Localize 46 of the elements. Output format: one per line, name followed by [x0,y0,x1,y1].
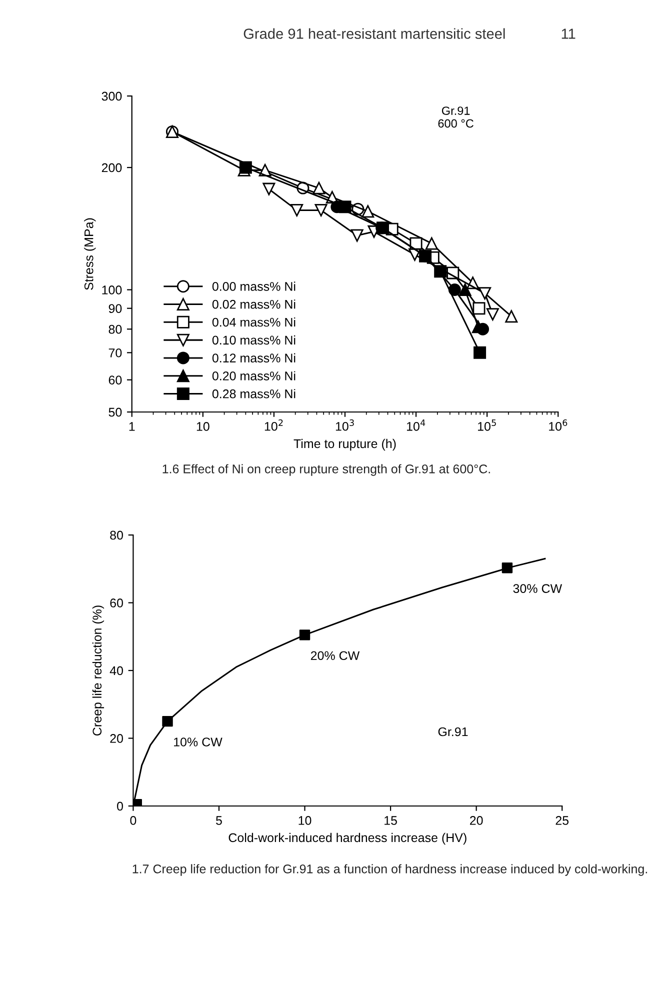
annotation: 30% CW [513,584,562,593]
legend-label: 0.12 mass% Ni [212,353,296,362]
y-axis-title: Stress (MPa) [84,218,96,290]
legend-label: 0.28 mass% Ni [212,389,296,398]
y-tick-label: 70 [108,348,122,358]
x-tick-label: 1 [129,422,135,431]
x-tick-label: 10$^{3}$ [336,419,354,431]
legend-label: 0.00 mass% Ni [212,282,296,291]
x-tick-label: 0 [130,816,136,825]
y-tick-label: 60 [108,376,122,384]
y-tick-label: 20 [110,734,123,743]
x-tick-label: 15 [384,816,397,825]
x-tick-label: 10$^{5}$ [478,420,496,431]
x-tick-label: 10 [196,422,210,431]
y-tick-label: 80 [110,530,123,540]
y-tick-label: 80 [108,324,122,334]
text: 1.6 Effect of Ni on creep rupture strength of Gr.91 at 600°C. [162,464,490,476]
legend-label: 0.10 mass% Ni [212,335,296,345]
x-axis-title: Cold-work-induced hardness increase (HV) [228,832,466,845]
y-tick-label: 300 [102,92,122,101]
y-tick-label: 100 [102,286,122,294]
x-tick-label: 10$^{4}$ [406,420,426,431]
annotation: Gr.91 600 °C [438,106,474,128]
x-tick-label: 5 [216,816,222,825]
legend-label: 0.20 mass% Ni [212,371,296,380]
y-tick-label: 60 [110,598,123,608]
annotation: 20% CW [310,651,360,660]
x-axis-title: Time to rupture (h) [294,438,396,451]
legend-label: 0.02 mass% Ni [212,300,296,309]
text: 11 [562,28,576,39]
y-tick-label: 0 [117,802,123,811]
x-tick-label: 20 [470,816,483,825]
y-tick-label: 50 [108,408,122,417]
x-tick-label: 10$^{2}$ [264,419,283,431]
x-tick-label: 10$^{6}$ [549,419,568,431]
text: Grade 91 heat-resistant martensitic steel [244,28,505,39]
y-tick-label: 90 [108,304,122,313]
annotation: 10% CW [174,738,222,746]
x-tick-label: 10 [298,816,312,825]
y-axis-title: Creep life reduction (%) [92,606,104,736]
text: 1.7 Creep life reduction for Gr.91 as a function of hardness increase induced by cold-working. [132,864,647,876]
annotation: Gr.91 [438,727,468,736]
x-tick-label: 25 [556,816,569,825]
legend-label: 0.04 mass% Ni [212,317,296,327]
y-tick-label: 200 [102,163,122,172]
y-tick-label: 40 [110,666,123,676]
